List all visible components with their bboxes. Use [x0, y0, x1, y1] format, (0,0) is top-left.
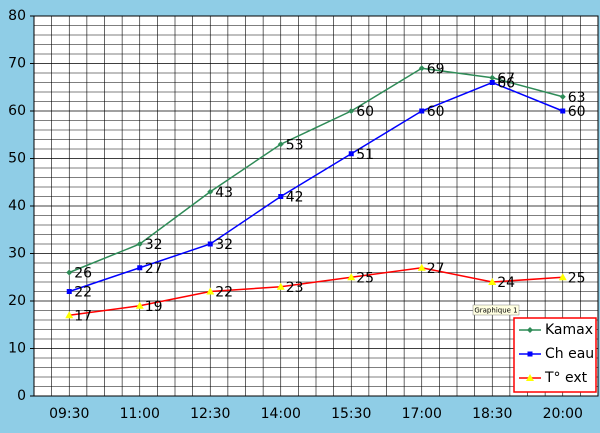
- marker: [137, 265, 143, 271]
- y-tick-label: 50: [8, 151, 26, 167]
- y-tick-label: 40: [8, 198, 26, 214]
- marker: [66, 289, 72, 294]
- marker: [558, 273, 567, 281]
- legend-label: Ch eau: [545, 346, 594, 362]
- data-label: 27: [427, 261, 445, 277]
- marker: [135, 301, 144, 309]
- data-label: 26: [74, 266, 92, 282]
- data-label: 43: [215, 185, 233, 201]
- y-tick-label: 0: [17, 388, 26, 404]
- annotation: Graphique 1: [474, 307, 517, 315]
- marker: [488, 278, 497, 285]
- data-label: 42: [286, 190, 304, 206]
- marker: [417, 263, 426, 271]
- data-label: 60: [568, 104, 586, 120]
- marker: [348, 151, 354, 157]
- data-label: 23: [286, 280, 304, 296]
- y-tick-label: 10: [8, 341, 26, 357]
- data-label: 53: [286, 137, 304, 153]
- data-label: 19: [145, 299, 163, 315]
- marker: [278, 194, 284, 199]
- x-tick-label: 12:30: [190, 406, 230, 422]
- marker: [559, 93, 566, 100]
- data-label: 27: [145, 261, 163, 277]
- marker: [277, 141, 284, 148]
- legend-label: T° ext: [544, 370, 588, 386]
- legend-label: Kamax: [545, 322, 593, 338]
- data-label: 60: [427, 104, 445, 120]
- x-tick-label: 15:30: [331, 406, 371, 422]
- series-line: [69, 266, 563, 316]
- marker: [276, 282, 285, 290]
- data-label: 63: [568, 90, 586, 106]
- data-label: 25: [356, 270, 374, 286]
- data-label: 60: [356, 104, 374, 120]
- data-label: 22: [74, 285, 92, 301]
- legend-marker: [527, 351, 533, 357]
- y-tick-label: 80: [8, 8, 26, 24]
- marker: [489, 80, 495, 85]
- marker: [65, 311, 74, 319]
- x-tick-label: 09:30: [49, 406, 89, 422]
- y-tick-label: 60: [8, 103, 26, 119]
- annotation-bg: [472, 304, 520, 316]
- data-label: 22: [215, 285, 233, 301]
- marker: [66, 269, 73, 276]
- data-label: 25: [568, 270, 586, 286]
- data-label: 69: [427, 61, 445, 77]
- marker: [489, 74, 496, 81]
- x-tick-label: 20:00: [543, 406, 583, 422]
- data-label: 24: [497, 275, 515, 291]
- x-tick-label: 17:00: [402, 406, 442, 422]
- data-label: 32: [145, 237, 163, 253]
- marker: [207, 188, 214, 195]
- marker: [347, 273, 356, 281]
- x-tick-label: 18:30: [472, 406, 512, 422]
- x-tick-label: 11:00: [120, 406, 160, 422]
- marker: [419, 108, 425, 114]
- marker: [206, 287, 215, 295]
- series-line: [68, 67, 563, 274]
- x-tick-label: 14:00: [261, 406, 301, 422]
- data-label: 17: [74, 308, 92, 324]
- marker: [207, 241, 213, 247]
- data-label: 32: [215, 237, 233, 253]
- series-line: [69, 81, 564, 293]
- data-label: 51: [356, 147, 374, 163]
- y-tick-label: 70: [8, 56, 26, 72]
- annotation-box: Graphique 1: [472, 304, 520, 316]
- legend-marker: [527, 327, 533, 333]
- marker: [560, 108, 566, 114]
- y-tick-label: 20: [8, 293, 26, 309]
- legend-marker: [526, 374, 534, 381]
- data-label: 67: [497, 71, 515, 87]
- marker: [348, 108, 355, 114]
- marker: [136, 241, 143, 247]
- marker: [418, 65, 425, 72]
- y-tick-label: 30: [8, 246, 26, 262]
- data-label: 66: [497, 76, 515, 92]
